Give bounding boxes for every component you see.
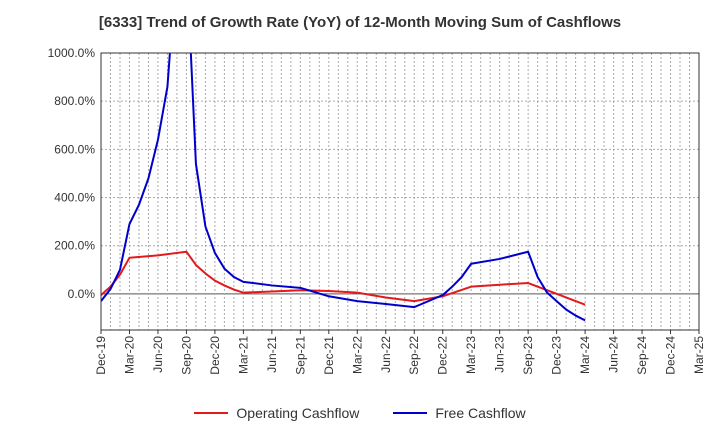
- x-tick-label: Dec-23: [550, 336, 564, 375]
- x-tick-label: Mar-25: [692, 336, 706, 374]
- chart-title: [6333] Trend of Growth Rate (YoY) of 12-…: [98, 14, 622, 31]
- legend-item: Operating Cashflow: [194, 405, 359, 421]
- legend-swatch: [194, 412, 229, 414]
- series-line-operating-cashflow: [101, 250, 586, 306]
- x-tick-label: Dec-19: [94, 336, 108, 375]
- legend-swatch: [393, 412, 428, 414]
- legend: Operating Cashflow Free Cashflow: [0, 405, 720, 421]
- y-tick-label: 1000.0%: [48, 46, 96, 60]
- x-tick-label: Dec-21: [322, 336, 336, 375]
- legend-label: Free Cashflow: [435, 405, 526, 421]
- y-tick-label: 0.0%: [68, 287, 96, 301]
- series-line-free-cashflow: [101, 53, 586, 322]
- legend-item: Free Cashflow: [393, 405, 526, 421]
- y-tick-label: 200.0%: [54, 239, 95, 253]
- x-tick-label: Jun-21: [265, 336, 279, 373]
- x-tick-label: Sep-21: [293, 336, 307, 375]
- x-tick-label: Mar-23: [464, 336, 478, 374]
- legend-label: Operating Cashflow: [236, 405, 360, 421]
- y-tick-label: 400.0%: [54, 191, 95, 205]
- x-tick-label: Dec-24: [664, 336, 678, 375]
- x-tick-label: Sep-24: [635, 336, 649, 375]
- x-tick-label: Dec-22: [436, 336, 450, 375]
- x-tick-label: Dec-20: [208, 336, 222, 375]
- y-tick-label: 800.0%: [54, 94, 95, 108]
- x-tick-label: Sep-23: [521, 336, 535, 375]
- x-tick-label: Mar-22: [350, 336, 364, 374]
- x-tick-label: Mar-20: [122, 336, 136, 374]
- x-tick-label: Jun-22: [379, 336, 393, 373]
- x-tick-label: Sep-22: [407, 336, 421, 375]
- x-tick-label: Jun-20: [151, 336, 165, 373]
- x-tick-label: Mar-21: [236, 336, 250, 374]
- x-tick-label: Jun-24: [607, 336, 621, 373]
- x-tick-label: Sep-20: [179, 336, 193, 375]
- x-tick-label: Jun-23: [493, 336, 507, 373]
- x-tick-label: Mar-24: [578, 336, 592, 374]
- plot-frame: [100, 52, 700, 331]
- y-tick-label: 600.0%: [54, 142, 95, 156]
